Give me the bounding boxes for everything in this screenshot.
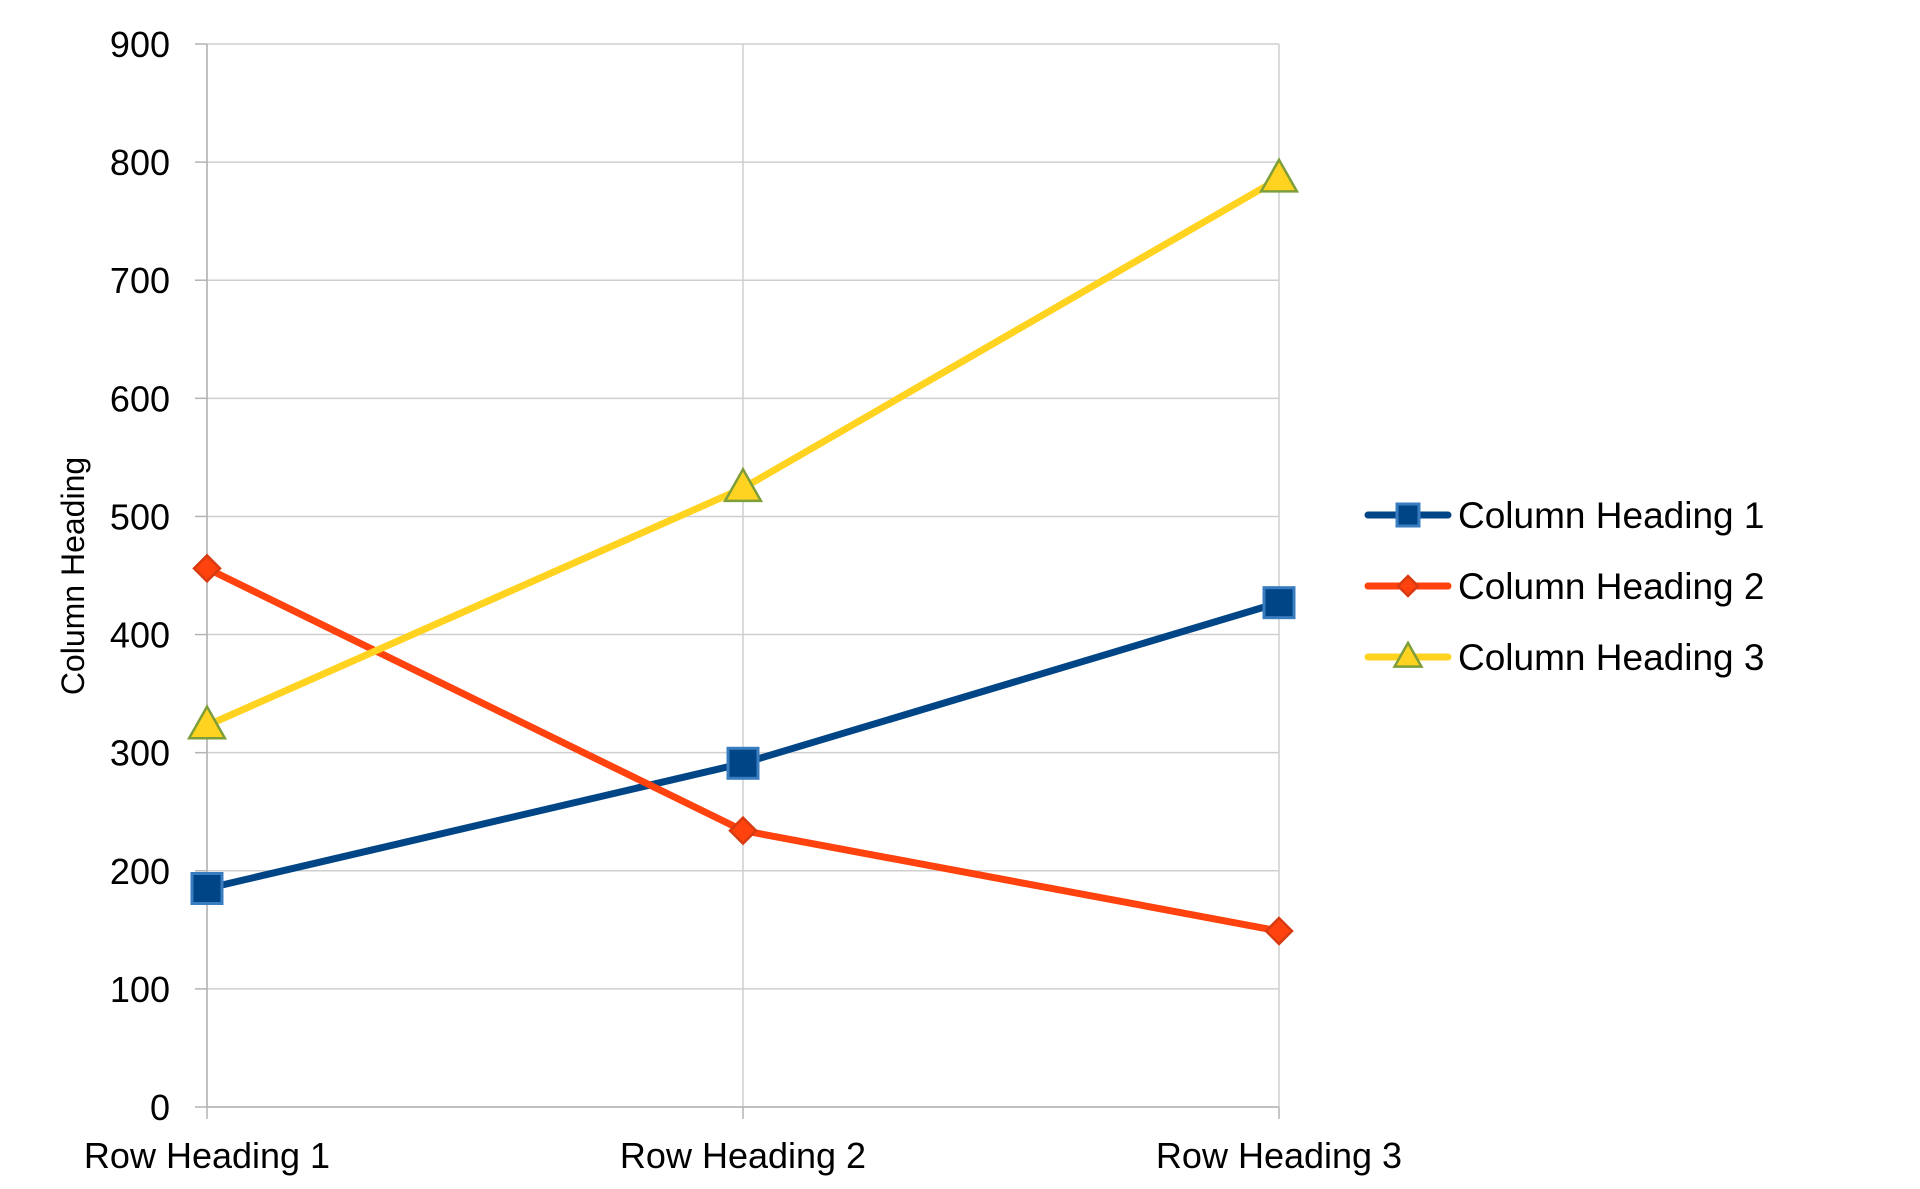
legend-label: Column Heading 1	[1458, 495, 1764, 536]
data-point-series-3	[1258, 157, 1300, 193]
y-tick-label: 200	[110, 851, 170, 892]
legend-item: Column Heading 2	[1364, 566, 1764, 607]
data-point-series-3	[186, 704, 228, 740]
x-tick-labels: Row Heading 1 Row Heading 2 Row Heading 3	[84, 1135, 1402, 1176]
series-markers	[186, 157, 1300, 946]
gridlines	[206, 43, 1280, 1108]
legend-label: Column Heading 3	[1458, 637, 1764, 678]
y-tick-label: 700	[110, 260, 170, 301]
x-tick-label: Row Heading 3	[1156, 1135, 1402, 1176]
x-tick-label: Row Heading 2	[620, 1135, 866, 1176]
y-tick-label: 600	[110, 378, 170, 419]
axes	[195, 43, 1280, 1119]
y-tick-label: 500	[110, 496, 170, 537]
y-tick-label: 0	[150, 1087, 170, 1128]
y-tick-label: 800	[110, 142, 170, 183]
data-point-series-2	[1264, 916, 1294, 946]
y-tick-labels: 0 100 200 300 400 500 600 700 800 900	[110, 24, 170, 1128]
data-point-series-2	[192, 553, 222, 584]
legend-item: Column Heading 1	[1364, 495, 1764, 536]
y-tick-label: 900	[110, 24, 170, 65]
y-tick-label: 100	[110, 969, 170, 1010]
legend-marker	[1396, 574, 1420, 598]
y-tick-label: 300	[110, 733, 170, 774]
y-tick-label: 400	[110, 615, 170, 656]
data-point-series-1	[1262, 586, 1296, 620]
x-tick-label: Row Heading 1	[84, 1135, 330, 1176]
legend: Column Heading 1 Column Heading 2 Column H…	[1364, 495, 1764, 678]
legend-item: Column Heading 3	[1364, 637, 1764, 678]
y-axis-title: Column Heading	[55, 457, 91, 695]
data-point-series-2	[728, 815, 758, 846]
legend-marker	[1392, 640, 1424, 668]
data-point-series-3	[722, 466, 764, 503]
data-point-series-1	[190, 871, 224, 905]
data-point-series-1	[726, 746, 760, 780]
legend-label: Column Heading 2	[1458, 566, 1764, 607]
legend-marker	[1395, 502, 1421, 528]
